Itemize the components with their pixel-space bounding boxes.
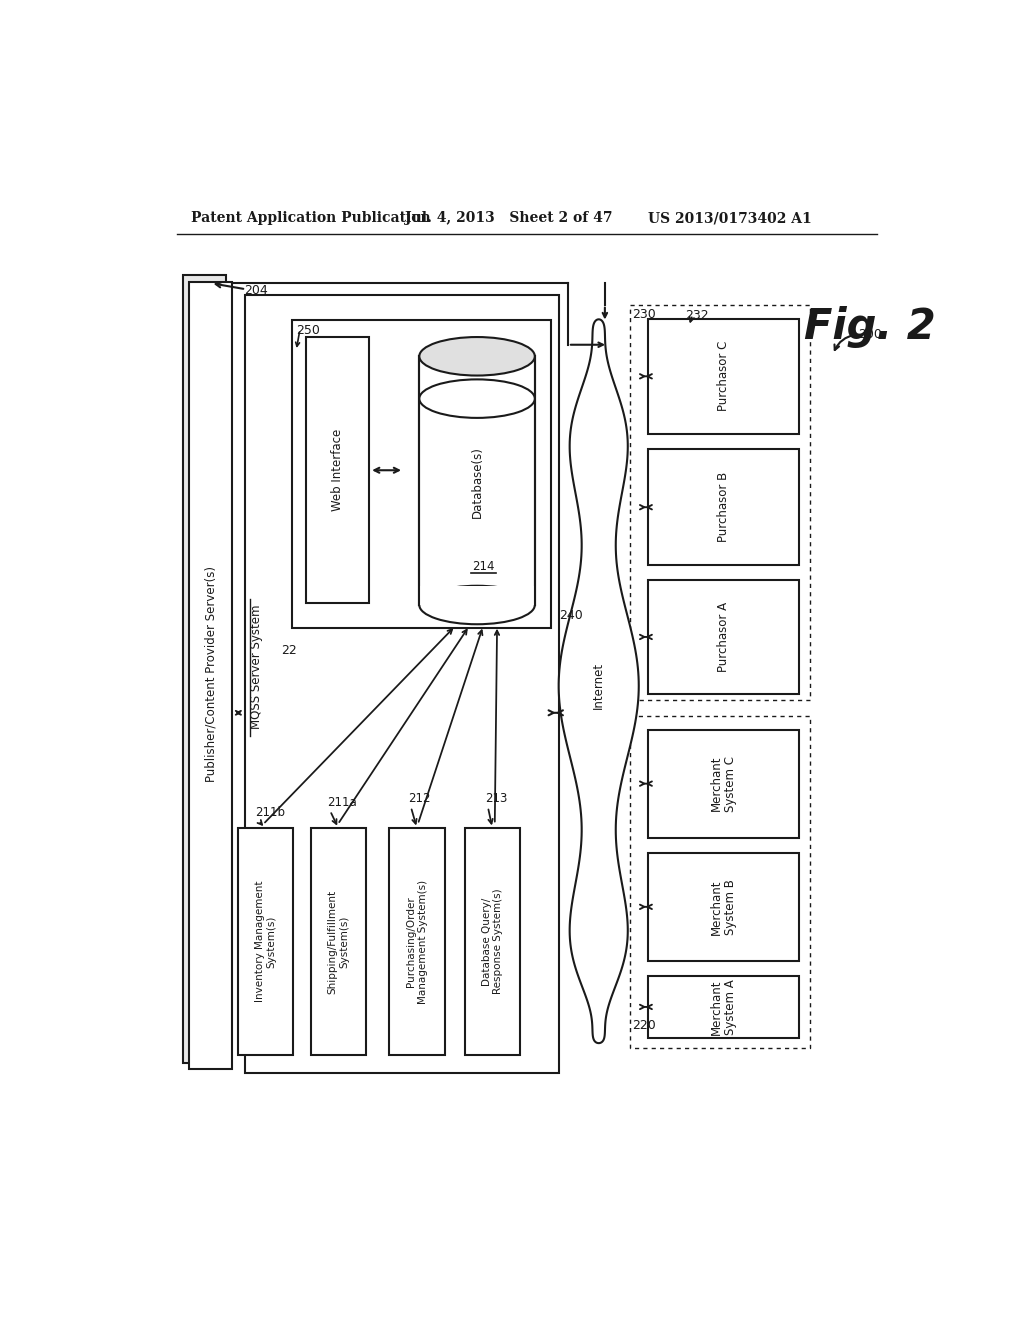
Text: Internet: Internet <box>592 663 605 709</box>
Text: Purchasor A: Purchasor A <box>717 602 730 672</box>
Bar <box>648 581 799 693</box>
Text: 214: 214 <box>472 560 495 573</box>
Bar <box>630 305 810 701</box>
Text: Shipping/Fulfillment
System(s): Shipping/Fulfillment System(s) <box>328 890 349 994</box>
Text: Inventory Management
System(s): Inventory Management System(s) <box>255 880 276 1002</box>
Text: 240: 240 <box>559 609 584 622</box>
Bar <box>418 586 537 605</box>
Bar <box>465 829 520 1056</box>
Text: Database(s): Database(s) <box>471 446 483 517</box>
Text: 232: 232 <box>685 309 709 322</box>
Bar <box>648 449 799 565</box>
Text: Purchasor C: Purchasor C <box>717 341 730 412</box>
Text: Fig. 2: Fig. 2 <box>804 306 936 348</box>
Text: 211a: 211a <box>327 796 356 809</box>
Text: Database Query/
Response System(s): Database Query/ Response System(s) <box>481 888 503 994</box>
Bar <box>419 356 535 605</box>
Polygon shape <box>559 319 639 1043</box>
Ellipse shape <box>419 337 535 376</box>
Text: Web Interface: Web Interface <box>331 429 344 511</box>
Bar <box>238 829 293 1056</box>
Text: 200: 200 <box>858 327 882 341</box>
Text: Merchant
System A: Merchant System A <box>710 979 737 1035</box>
Text: Jul. 4, 2013   Sheet 2 of 47: Jul. 4, 2013 Sheet 2 of 47 <box>406 211 613 226</box>
Text: Merchant
System C: Merchant System C <box>710 755 737 812</box>
Text: 220: 220 <box>633 1019 656 1032</box>
Bar <box>648 730 799 837</box>
Bar <box>648 853 799 961</box>
Text: US 2013/0173402 A1: US 2013/0173402 A1 <box>648 211 812 226</box>
Bar <box>648 977 799 1038</box>
Text: Purchasing/Order
Management System(s): Purchasing/Order Management System(s) <box>407 879 428 1003</box>
Text: 230: 230 <box>633 308 656 321</box>
Bar <box>389 829 444 1056</box>
Text: 250: 250 <box>296 323 319 337</box>
Text: 212: 212 <box>408 792 430 805</box>
Bar <box>306 337 370 603</box>
Text: 213: 213 <box>484 792 507 805</box>
Bar <box>189 281 232 1069</box>
Bar <box>183 276 226 1063</box>
Text: MQSS Server System: MQSS Server System <box>250 605 262 729</box>
Bar <box>292 321 551 628</box>
Text: 211b: 211b <box>255 807 286 818</box>
Ellipse shape <box>419 379 535 418</box>
Text: Purchasor B: Purchasor B <box>717 473 730 543</box>
Bar <box>310 829 367 1056</box>
Text: Merchant
System B: Merchant System B <box>710 879 737 935</box>
Bar <box>630 715 810 1048</box>
Bar <box>245 296 559 1073</box>
Text: Publisher/Content Provider Server(s): Publisher/Content Provider Server(s) <box>204 566 217 783</box>
Text: Patent Application Publication: Patent Application Publication <box>190 211 430 226</box>
Ellipse shape <box>419 586 535 624</box>
Text: 204: 204 <box>245 284 268 297</box>
Bar <box>648 318 799 434</box>
Text: 22: 22 <box>282 644 297 656</box>
